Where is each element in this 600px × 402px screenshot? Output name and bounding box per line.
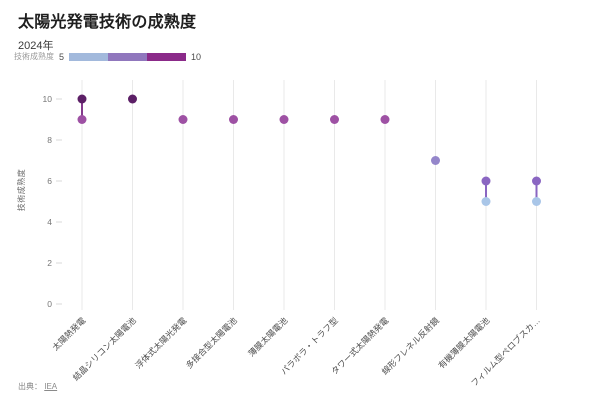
x-axis-label: 線形フレネル反射鏡: [380, 315, 442, 377]
chart-subtitle: 2024年: [18, 40, 54, 52]
data-point[interactable]: [77, 94, 87, 104]
color-legend: 技術成熟度 5 10: [14, 51, 201, 62]
x-axis-label: 太陽熱発電: [50, 315, 87, 352]
data-point[interactable]: [481, 197, 491, 206]
data-point[interactable]: [532, 176, 541, 186]
chart-header: 太陽光発電技術の成熟度 2024年: [18, 8, 196, 53]
data-point[interactable]: [380, 115, 390, 124]
x-axis-label: 薄膜太陽電池: [246, 315, 289, 358]
y-tick-label: 2: [47, 258, 52, 268]
data-point[interactable]: [229, 115, 238, 124]
data-point[interactable]: [77, 115, 87, 124]
data-point[interactable]: [532, 197, 541, 206]
legend-gradient-bar: [69, 52, 187, 61]
y-axis-title: 技術成熟度: [16, 169, 26, 212]
y-tick-label: 4: [47, 217, 52, 227]
page-title: 太陽光発電技術の成熟度: [18, 14, 197, 31]
data-point[interactable]: [128, 94, 137, 104]
data-point[interactable]: [330, 115, 339, 124]
x-axis-label: 多接合型太陽電池: [184, 315, 240, 371]
data-point[interactable]: [279, 115, 289, 124]
y-tick-label: 0: [47, 299, 52, 309]
legend-color-segment: [108, 52, 148, 61]
y-tick-label: 8: [47, 135, 52, 145]
data-point[interactable]: [178, 115, 188, 124]
x-axis-label: 浮体式太陽光発電: [133, 315, 189, 371]
legend-color-segment: [147, 52, 187, 61]
legend-min-value: 5: [59, 51, 65, 62]
legend-max-value: 10: [191, 51, 202, 62]
y-tick-label: 10: [43, 94, 53, 104]
source-link[interactable]: IEA: [44, 382, 58, 391]
data-point[interactable]: [481, 176, 491, 186]
source-note: 出典： IEA: [18, 381, 57, 392]
data-point[interactable]: [431, 156, 440, 165]
legend-color-segment: [69, 52, 109, 61]
y-tick-label: 6: [47, 176, 52, 186]
x-axis-label: 有機薄膜太陽電池: [436, 315, 492, 371]
legend-label: 技術成熟度: [14, 52, 54, 61]
source-label: 出典：: [18, 382, 42, 391]
